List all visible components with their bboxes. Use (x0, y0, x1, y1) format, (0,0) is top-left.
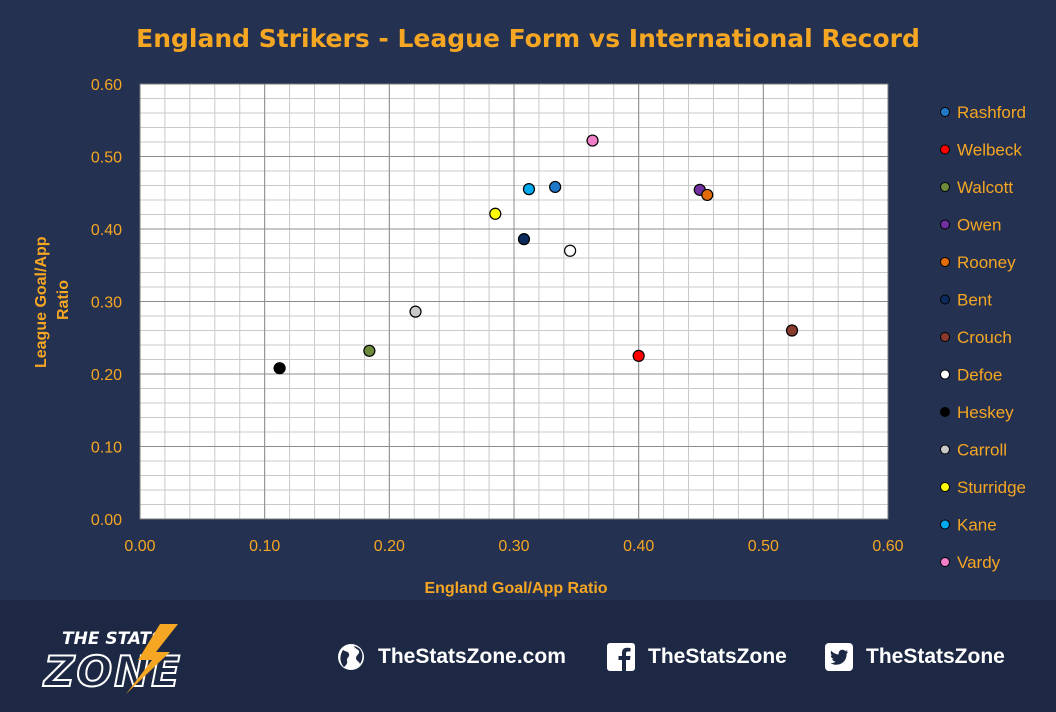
website-link-label: TheStatsZone.com (378, 645, 566, 668)
legend-label-rooney: Rooney (957, 253, 1016, 272)
globe-icon (338, 644, 364, 670)
legend-label-heskey: Heskey (957, 403, 1014, 422)
data-point-carroll (409, 305, 422, 318)
legend-label-carroll: Carroll (957, 441, 1007, 460)
scatter-chart: England Strikers - League Form vs Intern… (33, 24, 1026, 597)
y-tick-label: 0.10 (91, 440, 122, 457)
data-point-crouch (785, 324, 799, 337)
x-tick-label: 0.30 (498, 538, 529, 555)
data-point-defoe (563, 244, 577, 257)
data-point-bent (517, 233, 531, 246)
twitter-icon (825, 643, 853, 671)
x-tick-label: 0.40 (623, 538, 654, 555)
y-axis-label-line-2: Ratio (55, 280, 72, 320)
legend-marker-kane (940, 519, 950, 530)
legend-marker-carroll (940, 444, 950, 455)
plot-area: 0.00 0.10 0.20 0.30 0.40 0.50 0.60 0.00 0.10 0.20… (91, 77, 904, 555)
facebook-icon (607, 643, 635, 671)
legend-label-bent: Bent (957, 291, 992, 310)
legend-marker-vardy (940, 557, 950, 567)
legend-marker-rashford (940, 107, 950, 117)
legend-marker-sturridge (940, 482, 950, 492)
plot-border (139, 83, 889, 520)
x-tick-label: 0.10 (249, 538, 280, 555)
legend-marker-rooney (940, 257, 950, 267)
legend-label-crouch: Crouch (957, 328, 1012, 347)
legend-label-walcott: Walcott (957, 178, 1013, 197)
legend-marker-welbeck (940, 144, 950, 155)
twitter-link[interactable]: TheStatsZone (824, 642, 1005, 672)
data-point-rashford (549, 180, 562, 194)
chart-title: England Strikers - League Form vs Intern… (136, 24, 920, 53)
legend-marker-heskey (940, 407, 950, 417)
y-tick-label: 0.40 (91, 222, 122, 239)
data-point-rooney (701, 188, 714, 202)
y-tick-label: 0.30 (91, 295, 122, 312)
legend-label-owen: Owen (957, 216, 1001, 235)
x-tick-label: 0.50 (748, 538, 779, 555)
footer (0, 600, 1056, 712)
x-axis-label: England Goal/App Ratio (424, 580, 607, 597)
data-point-walcott (363, 344, 376, 357)
website-link[interactable]: TheStatsZone.com (336, 642, 566, 672)
legend-label-rashford: Rashford (957, 103, 1026, 122)
data-point-welbeck (632, 349, 645, 362)
legend-marker-crouch (940, 332, 950, 342)
legend-marker-bent (940, 294, 950, 305)
legend-label-defoe: Defoe (957, 366, 1002, 385)
y-tick-label: 0.50 (91, 150, 122, 167)
lightning-bolt-icon (126, 624, 178, 694)
chart-area: England Strikers - League Form vs Intern… (33, 24, 1026, 597)
data-point-kane (522, 183, 536, 196)
data-point-vardy (586, 134, 599, 147)
logo-line-1: THE STATS (62, 629, 163, 649)
legend-label-welbeck: Welbeck (957, 141, 1022, 160)
y-tick-label: 0.00 (91, 512, 122, 529)
y-tick-label: 0.20 (91, 367, 122, 384)
x-tick-label: 0.00 (124, 538, 155, 555)
legend: Rashford Welbeck Walcott Owen Rooney Bent Crou… (940, 103, 1026, 572)
data-point-heskey (273, 362, 286, 375)
legend-marker-walcott (940, 182, 950, 192)
x-tick-label: 0.20 (374, 538, 405, 555)
legend-label-sturridge: Sturridge (957, 478, 1026, 497)
facebook-link[interactable]: TheStatsZone (606, 642, 787, 672)
legend-marker-defoe (940, 369, 950, 380)
stats-zone-logo: THE STATS ZONE (41, 624, 181, 694)
legend-marker-owen (940, 219, 950, 230)
data-point-sturridge (489, 207, 502, 220)
legend-label-kane: Kane (957, 516, 997, 535)
y-tick-label: 0.60 (91, 77, 122, 94)
legend-label-vardy: Vardy (957, 553, 1001, 572)
twitter-link-label: TheStatsZone (866, 645, 1005, 668)
x-tick-label: 0.60 (872, 538, 903, 555)
y-axis-label: League Goal/App Ratio (33, 232, 72, 368)
facebook-link-label: TheStatsZone (648, 645, 787, 668)
y-axis-label-line-1: League Goal/App (33, 236, 50, 368)
